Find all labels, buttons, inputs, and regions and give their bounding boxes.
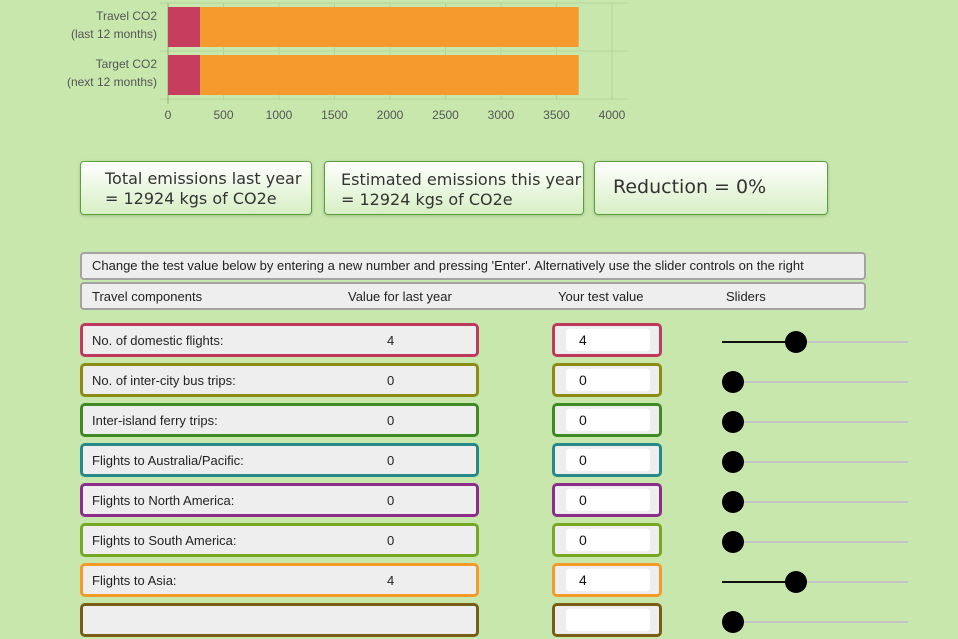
slider-track[interactable]: [722, 581, 908, 583]
test-value-box: [552, 483, 662, 517]
value-slider[interactable]: [722, 525, 908, 559]
slider-handle[interactable]: [722, 451, 744, 473]
value-slider[interactable]: [722, 325, 908, 359]
total-emissions-line-1: Total emissions last year: [105, 169, 302, 188]
instruction-text: Change the test value below by entering …: [92, 258, 804, 273]
test-value-input[interactable]: [566, 329, 650, 351]
estimated-emissions-box: Estimated emissions this year = 12924 kg…: [324, 161, 584, 215]
estimated-emissions-line-1: Estimated emissions this year: [341, 170, 582, 189]
component-row: Flights to Asia: 4: [80, 563, 479, 597]
total-emissions-box: Total emissions last year = 12924 kgs of…: [80, 161, 312, 215]
test-value-box: [552, 403, 662, 437]
header-travel-components: Travel components: [92, 289, 203, 304]
component-label: No. of domestic flights:: [92, 333, 224, 348]
instruction-bar: Change the test value below by entering …: [80, 252, 866, 280]
component-label: Flights to South America:: [92, 533, 237, 548]
component-label: Flights to Australia/Pacific:: [92, 453, 244, 468]
last-year-value: 0: [387, 493, 395, 508]
slider-handle[interactable]: [722, 411, 744, 433]
slider-track[interactable]: [722, 541, 908, 543]
column-header-bar: Travel components Value for last year Yo…: [80, 282, 866, 310]
slider-handle[interactable]: [722, 371, 744, 393]
test-value-box: [552, 603, 662, 637]
reduction-text: Reduction = 0%: [613, 176, 767, 198]
component-row: [80, 603, 479, 637]
chart-tick-label: 4000: [599, 108, 626, 122]
chart-tick-label: 3500: [543, 108, 570, 122]
slider-track[interactable]: [722, 421, 908, 423]
header-your-test-value: Your test value: [558, 289, 644, 304]
component-row: Inter-island ferry trips: 0: [80, 403, 479, 437]
chart-category-label: Travel CO2: [96, 9, 157, 23]
slider-handle[interactable]: [722, 531, 744, 553]
last-year-value: 4: [387, 573, 395, 588]
slider-track[interactable]: [722, 341, 908, 343]
value-slider[interactable]: [722, 485, 908, 519]
chart-tick-label: 0: [165, 108, 172, 122]
component-row: Flights to South America: 0: [80, 523, 479, 557]
total-emissions-line-2: = 12924 kgs of CO2e: [105, 189, 277, 208]
slider-fill: [722, 581, 797, 583]
slider-fill: [722, 341, 797, 343]
bar-segment-1: [168, 7, 201, 47]
slider-handle[interactable]: [785, 331, 808, 353]
value-slider[interactable]: [722, 445, 908, 479]
test-value-box: [552, 363, 662, 397]
chart-tick-label: 2500: [432, 108, 459, 122]
chart-category-label: (next 12 months): [67, 75, 157, 89]
slider-handle[interactable]: [722, 491, 744, 513]
test-value-input[interactable]: [566, 489, 650, 511]
test-value-input[interactable]: [566, 409, 650, 431]
component-row: Flights to North America: 0: [80, 483, 479, 517]
test-value-input[interactable]: [566, 369, 650, 391]
chart-tick-label: 3000: [488, 108, 515, 122]
test-value-box: [552, 443, 662, 477]
slider-track[interactable]: [722, 461, 908, 463]
test-value-box: [552, 563, 662, 597]
estimated-emissions-line-2: = 12924 kgs of CO2e: [341, 190, 513, 209]
slider-track[interactable]: [722, 501, 908, 503]
test-value-box: [552, 323, 662, 357]
chart-category-label: (last 12 months): [71, 27, 157, 41]
component-label: Flights to Asia:: [92, 573, 177, 588]
last-year-value: 0: [387, 373, 395, 388]
component-label: No. of inter-city bus trips:: [92, 373, 236, 388]
value-slider[interactable]: [722, 565, 908, 599]
header-sliders: Sliders: [726, 289, 766, 304]
bar-segment-2: [200, 55, 579, 95]
value-slider[interactable]: [722, 365, 908, 399]
slider-track[interactable]: [722, 621, 908, 623]
component-label: Inter-island ferry trips:: [92, 413, 218, 428]
component-row: Flights to Australia/Pacific: 0: [80, 443, 479, 477]
chart-tick-label: 1000: [266, 108, 293, 122]
last-year-value: 0: [387, 453, 395, 468]
reduction-box: Reduction = 0%: [594, 161, 828, 215]
value-slider[interactable]: [722, 405, 908, 439]
test-value-input[interactable]: [566, 529, 650, 551]
value-slider[interactable]: [722, 605, 908, 639]
bar-segment-1: [168, 55, 201, 95]
bar-segment-2: [200, 7, 579, 47]
test-value-box: [552, 523, 662, 557]
header-value-last-year: Value for last year: [348, 289, 452, 304]
test-value-input[interactable]: [566, 569, 650, 591]
chart-tick-label: 1500: [321, 108, 348, 122]
component-label: Flights to North America:: [92, 493, 235, 508]
chart-tick-label: 500: [213, 108, 233, 122]
test-value-input[interactable]: [566, 609, 650, 631]
slider-track[interactable]: [722, 381, 908, 383]
chart-tick-label: 2000: [377, 108, 404, 122]
slider-handle[interactable]: [722, 611, 744, 633]
last-year-value: 0: [387, 413, 395, 428]
slider-handle[interactable]: [785, 571, 808, 593]
component-row: No. of inter-city bus trips: 0: [80, 363, 479, 397]
emissions-bar-chart: Travel CO2 (last 12 months) Target CO2 (nex…: [67, 2, 628, 122]
chart-category-label: Target CO2: [96, 57, 158, 71]
last-year-value: 0: [387, 533, 395, 548]
test-value-input[interactable]: [566, 449, 650, 471]
component-row: No. of domestic flights: 4: [80, 323, 479, 357]
last-year-value: 4: [387, 333, 395, 348]
